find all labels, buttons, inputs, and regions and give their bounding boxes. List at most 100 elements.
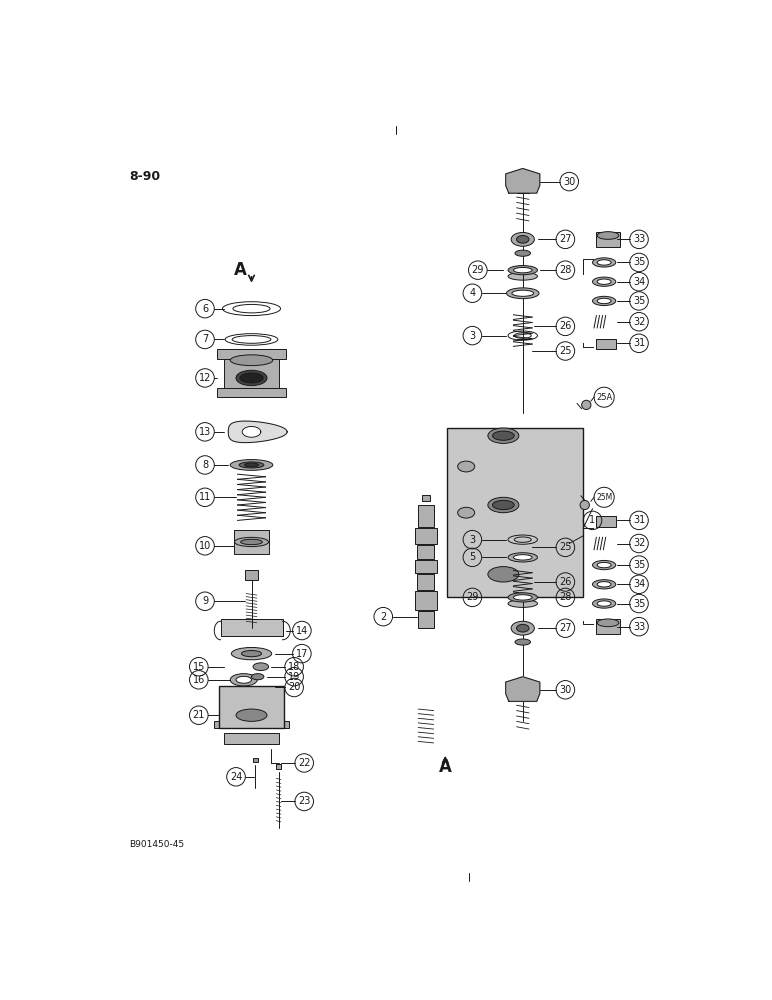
Bar [418,611,434,628]
Ellipse shape [245,463,259,467]
Ellipse shape [488,567,519,582]
Ellipse shape [493,500,514,510]
Bar [225,733,279,744]
Bar [235,530,269,554]
Text: 8: 8 [202,460,208,470]
Ellipse shape [230,460,273,470]
Ellipse shape [230,674,257,686]
Ellipse shape [516,624,529,632]
Text: 28: 28 [559,265,571,275]
Text: 2: 2 [380,612,386,622]
Ellipse shape [240,373,263,383]
Text: 23: 23 [298,796,310,806]
Ellipse shape [493,431,514,440]
Ellipse shape [515,250,530,256]
Text: 9: 9 [202,596,208,606]
Bar [219,686,284,728]
Text: 35: 35 [633,560,645,570]
Bar [253,758,258,762]
Text: 22: 22 [298,758,310,768]
Bar [221,619,283,636]
Text: 34: 34 [633,579,645,589]
Text: 30: 30 [563,177,575,187]
Text: 25: 25 [559,346,571,356]
Text: 12: 12 [199,373,212,383]
Text: 11: 11 [199,492,211,502]
Ellipse shape [236,370,267,386]
Ellipse shape [236,676,252,683]
Ellipse shape [458,507,475,518]
Ellipse shape [242,651,262,657]
Text: 16: 16 [193,675,205,685]
Ellipse shape [598,601,611,606]
Text: 35: 35 [633,296,645,306]
Bar [597,516,616,527]
Text: 19: 19 [288,672,300,682]
Text: 13: 13 [199,427,211,437]
Ellipse shape [508,272,537,280]
Ellipse shape [592,296,616,306]
Ellipse shape [592,599,616,608]
Text: 35: 35 [633,599,645,609]
Ellipse shape [513,595,532,600]
Ellipse shape [235,537,269,547]
Text: 34: 34 [633,277,645,287]
Text: 33: 33 [633,234,645,244]
Text: 8-90: 8-90 [129,170,160,183]
Ellipse shape [592,258,616,267]
Text: 20: 20 [288,682,300,692]
Bar [418,545,435,559]
Text: 14: 14 [296,626,308,636]
Text: 31: 31 [633,338,645,348]
Polygon shape [242,426,261,437]
Text: 28: 28 [559,592,571,602]
Bar [415,560,437,573]
Ellipse shape [488,497,519,513]
Polygon shape [506,677,540,701]
Text: 21: 21 [192,710,205,720]
Text: B901450-45: B901450-45 [129,840,185,849]
Bar [225,355,279,397]
Bar [245,570,258,580]
Ellipse shape [513,267,532,273]
Ellipse shape [232,647,272,660]
Text: 10: 10 [199,541,211,551]
Text: 32: 32 [633,538,645,548]
Text: 24: 24 [230,772,242,782]
Ellipse shape [512,290,533,296]
Ellipse shape [598,619,619,627]
Bar [217,349,286,359]
Text: 33: 33 [633,622,645,632]
Ellipse shape [508,553,537,562]
Ellipse shape [598,562,611,568]
Text: 25A: 25A [596,393,612,402]
Text: 3: 3 [469,331,476,341]
Ellipse shape [239,462,264,468]
Bar [597,619,620,634]
Text: 26: 26 [559,577,571,587]
Ellipse shape [241,539,262,545]
Text: 32: 32 [633,317,645,327]
Ellipse shape [516,235,529,243]
Ellipse shape [598,260,611,265]
Ellipse shape [488,428,519,443]
Text: 4: 4 [469,288,476,298]
Bar [415,528,437,544]
Bar [422,495,430,501]
Text: 29: 29 [466,592,479,602]
Circle shape [581,400,591,410]
Ellipse shape [253,663,269,671]
Text: 6: 6 [202,304,208,314]
Ellipse shape [598,279,611,284]
Ellipse shape [598,232,619,239]
Circle shape [580,500,589,510]
Bar [215,721,289,728]
Text: 30: 30 [559,685,571,695]
Ellipse shape [506,288,539,299]
Ellipse shape [515,639,530,645]
Ellipse shape [252,674,264,680]
Ellipse shape [508,593,537,602]
Text: A: A [233,261,246,279]
Text: 3: 3 [469,535,476,545]
Bar [217,388,286,397]
